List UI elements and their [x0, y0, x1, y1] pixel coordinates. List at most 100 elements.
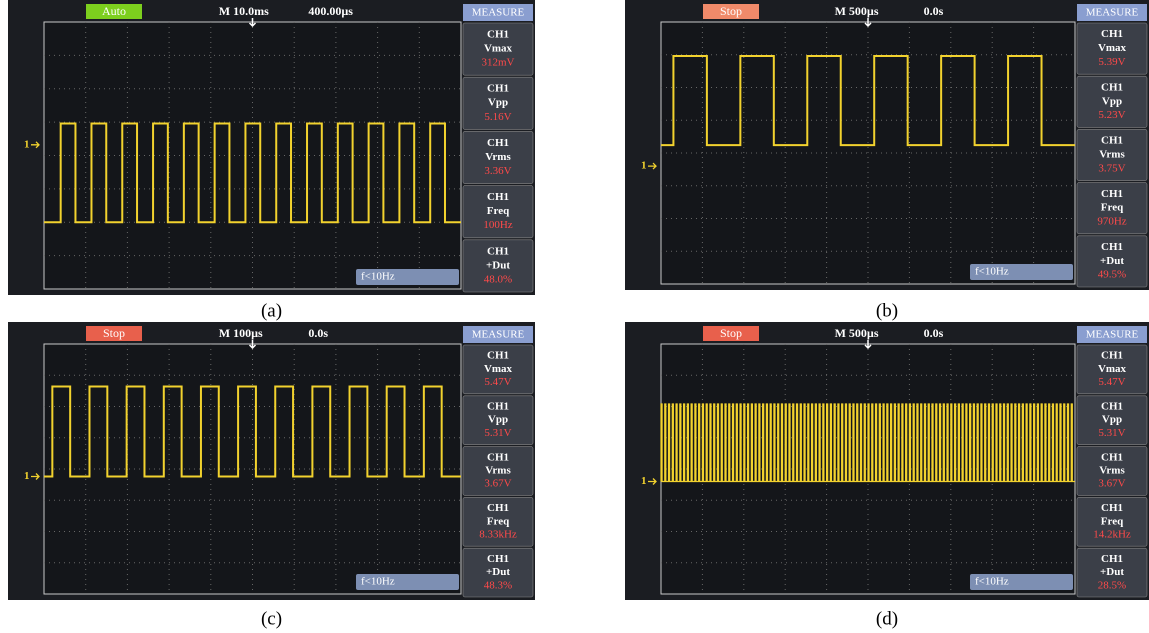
channel-marker: 1: [641, 475, 647, 487]
measure-header: [463, 326, 533, 343]
measure-label: Vmax: [1098, 363, 1127, 375]
measure-label: Vpp: [488, 414, 508, 426]
measure-value: 28.5%: [1098, 579, 1126, 591]
measure-label: Vpp: [1102, 95, 1122, 107]
caption: (b): [876, 300, 898, 321]
measure-value: 5.31V: [484, 427, 511, 439]
status-box: [86, 326, 142, 341]
measure-box: [1076, 344, 1148, 395]
measure-channel: CH1: [1101, 401, 1123, 413]
measure-label: Vpp: [488, 97, 508, 109]
trigger-text: f<10Hz: [361, 576, 395, 588]
measure-label: +Dut: [1100, 255, 1124, 267]
measure-title: MEASURE: [1086, 329, 1139, 341]
measure-label: Freq: [1101, 202, 1124, 214]
measure-label: Vrms: [485, 465, 511, 477]
measure-box: [462, 131, 534, 184]
measure-label: Freq: [1101, 515, 1124, 527]
measure-header: [1077, 4, 1147, 21]
measure-box: [1076, 235, 1148, 288]
measure-value: 5.39V: [1098, 56, 1125, 68]
measure-channel: CH1: [1101, 451, 1123, 463]
scope-screen: Stop M 500µs 0.0s 1 f<10Hz MEASURE CH1 Vmax 5.39…: [625, 0, 1149, 290]
trigger-box: [970, 574, 1073, 590]
measure-label: Vrms: [1099, 465, 1125, 477]
status-box: [86, 4, 142, 19]
measure-channel: CH1: [487, 502, 509, 514]
status: Stop: [103, 326, 125, 340]
status: Stop: [720, 4, 742, 18]
measure-box: [1076, 75, 1148, 128]
measure-channel: CH1: [487, 245, 509, 257]
measure-title: MEASURE: [472, 7, 525, 19]
channel-marker: 1: [641, 160, 647, 172]
status-box: [703, 4, 759, 19]
scope-screen: Stop M 100µs 0.0s1f<10HzMEASURECH1Vmax5.47…: [8, 322, 535, 600]
measure-label: Vpp: [1102, 414, 1122, 426]
measure-value: 5.16V: [484, 111, 511, 123]
measure-label: +Dut: [1100, 566, 1124, 578]
measure-box: [1076, 129, 1148, 181]
measure-box: [462, 344, 534, 395]
measure-channel: CH1: [487, 451, 509, 463]
measure-box: [1076, 446, 1148, 496]
timebase: M 10.0ms: [219, 4, 269, 18]
measure-channel: CH1: [1101, 241, 1123, 253]
measure-label: Freq: [487, 205, 510, 217]
measure-value: 100Hz: [483, 219, 512, 231]
time-offset: 0.0s: [308, 326, 328, 340]
measure-header: [463, 4, 533, 21]
measure-label: Vmax: [1098, 42, 1127, 54]
measure-box: [1076, 182, 1148, 235]
measure-value: 8.33kHz: [479, 529, 517, 541]
trigger-arrow: [248, 340, 257, 350]
measure-box: [462, 76, 534, 130]
status: Auto: [102, 4, 126, 18]
trigger-box: [356, 269, 459, 285]
measure-box: [462, 22, 534, 76]
scope-screen: Auto M 10.0ms 400.00µs 1 f<10Hz MEASURE CH1 Vma…: [8, 0, 535, 295]
measure-box: [462, 185, 534, 239]
status-box: [703, 326, 759, 341]
trigger-box: [970, 264, 1073, 280]
measure-channel: CH1: [487, 83, 509, 95]
measure-channel: CH1: [487, 28, 509, 40]
measure-channel: CH1: [487, 350, 509, 362]
measure-value: 3.75V: [1098, 162, 1125, 174]
measure-value: 5.47V: [484, 376, 511, 388]
trigger-arrow: [864, 18, 872, 28]
time-offset: 0.0s: [924, 326, 944, 340]
measure-channel: CH1: [487, 191, 509, 203]
measure-channel: CH1: [487, 137, 509, 149]
measure-channel: CH1: [1101, 135, 1123, 147]
waveform: [660, 403, 1075, 483]
measure-box: [1076, 497, 1148, 547]
timebase: M 500µs: [835, 326, 879, 340]
measure-label: +Dut: [486, 566, 510, 578]
measure-channel: CH1: [487, 553, 509, 565]
measure-value: 48.0%: [484, 273, 512, 285]
trigger-arrow: [864, 340, 872, 350]
measure-box: [462, 497, 534, 547]
measure-label: Vrms: [485, 151, 511, 163]
trigger-text: f<10Hz: [975, 576, 1009, 588]
measure-value: 312mV: [482, 57, 515, 69]
measure-title: MEASURE: [472, 329, 525, 341]
channel-arrow: [648, 478, 657, 485]
time-offset: 0.0s: [924, 4, 944, 18]
measure-channel: CH1: [1101, 350, 1123, 362]
measure-channel: CH1: [1101, 188, 1123, 200]
status: Stop: [720, 326, 742, 340]
channel-arrow: [648, 162, 657, 170]
timebase: M 500µs: [835, 4, 879, 18]
caption: (d): [876, 608, 898, 629]
channel-arrow: [31, 141, 40, 149]
measure-value: 3.67V: [484, 478, 511, 490]
trigger-text: f<10Hz: [975, 266, 1009, 278]
channel-arrow: [31, 473, 40, 480]
measure-value: 49.5%: [1098, 269, 1126, 281]
trigger-text: f<10Hz: [361, 271, 395, 283]
measure-title: MEASURE: [1086, 7, 1139, 19]
measure-label: +Dut: [486, 259, 510, 271]
